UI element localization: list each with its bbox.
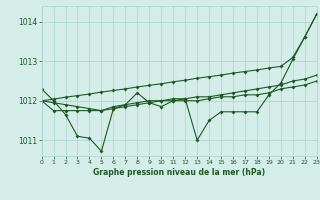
X-axis label: Graphe pression niveau de la mer (hPa): Graphe pression niveau de la mer (hPa)	[93, 168, 265, 177]
